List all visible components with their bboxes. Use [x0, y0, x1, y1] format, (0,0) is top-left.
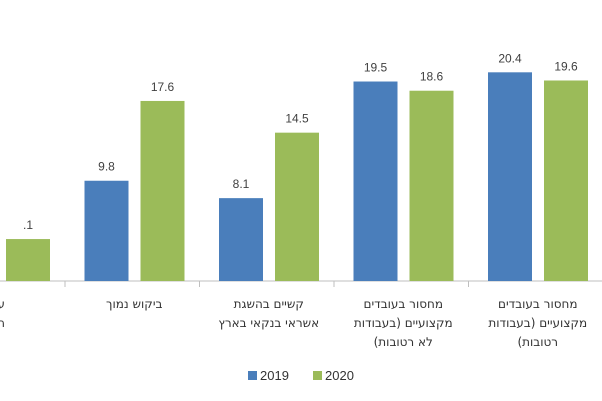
- value-label: .1: [23, 218, 33, 232]
- bar-2019: [84, 180, 129, 281]
- category-label: מקצועיים (בעבודות: [488, 316, 587, 330]
- category-labels: עי הי ביקוש נמוך קשיים בהשגת אשראי בנקאי באר…: [0, 297, 587, 349]
- category-separators: [64, 281, 469, 287]
- category-label: ביקוש נמוך: [106, 297, 162, 311]
- legend-label-2020: 2020: [325, 368, 354, 383]
- category-label: הי: [0, 316, 5, 330]
- bar-2020: [544, 80, 588, 281]
- category-label: אשראי בנקאי בארץ: [218, 316, 319, 330]
- bar-2019: [353, 81, 398, 281]
- bar-2019: [219, 198, 263, 281]
- value-label: 19.6: [554, 59, 578, 73]
- value-label: 20.4: [498, 51, 522, 65]
- category-label: מחסור בעובדים: [498, 297, 578, 311]
- category-label: עי: [0, 297, 5, 311]
- bar-2019: [488, 72, 532, 281]
- legend-swatch-2020: [313, 371, 322, 380]
- value-label: 17.6: [151, 80, 175, 94]
- bar-2020: [6, 239, 50, 281]
- bar-2020: [275, 132, 319, 281]
- legend-swatch-2019: [248, 371, 257, 380]
- bar-2020: [409, 90, 454, 281]
- bar-2020: [140, 100, 185, 282]
- category-label: לא רטובות): [374, 335, 433, 349]
- value-label: 14.5: [285, 112, 309, 126]
- value-label: 9.8: [98, 160, 115, 174]
- value-label: 18.6: [420, 70, 444, 84]
- category-label: מקצועיים (בעבודות: [354, 316, 453, 330]
- legend: 2019 2020: [248, 368, 354, 383]
- value-label: 19.5: [364, 61, 388, 75]
- value-label: 8.1: [233, 177, 250, 191]
- bars: [6, 72, 588, 282]
- legend-label-2019: 2019: [260, 368, 289, 383]
- category-label: קשיים בהשגת: [234, 297, 304, 311]
- category-label: מחסור בעובדים: [364, 297, 444, 311]
- category-label: רטובות): [517, 335, 558, 349]
- value-labels: .19.817.68.114.519.518.620.419.62: [23, 51, 578, 232]
